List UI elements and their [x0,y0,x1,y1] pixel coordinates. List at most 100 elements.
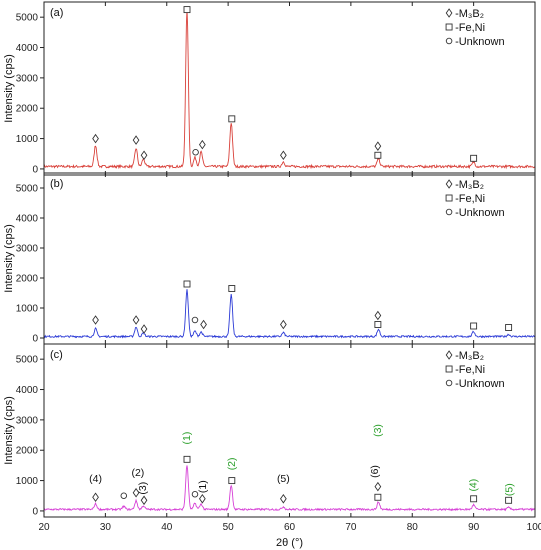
peak-annotation: (3) [137,482,149,495]
diamond-marker [132,135,140,145]
peak-annotation: (4) [89,473,102,485]
peak-annotation: (1) [181,432,193,445]
spectrum-line [43,289,536,339]
y-tick-label: 0 [32,506,38,517]
diamond-marker [132,487,140,498]
y-tick-label: 1000 [16,476,39,487]
y-tick-label: 0 [32,164,38,175]
legend-entry: -M₃B₂ [455,8,484,20]
y-axis-title: Intensity (cps) [3,224,15,292]
diamond-marker [198,494,206,504]
peak-annotation: (3) [372,424,384,437]
square-marker [228,285,236,292]
panel-label: (b) [50,178,63,190]
x-tick-label: 30 [100,522,112,533]
y-axis-title: Intensity (cps) [3,54,15,122]
peak-annotation: (2) [226,457,238,470]
x-axis-title: 2θ (°) [276,537,303,549]
diamond-marker [198,139,206,150]
legend-entry: -M₃B₂ [455,179,484,191]
diamond-marker [132,315,140,325]
x-tick-label: 50 [223,522,235,533]
legend-entry: -Unknown [455,207,505,219]
square-marker [505,324,513,331]
y-tick-label: 2000 [16,274,39,285]
square-marker [470,495,478,503]
circle-marker [192,148,199,156]
panel-frame [43,343,536,518]
diamond-marker [140,495,148,506]
diamond-marker [280,150,287,161]
square-marker [374,151,382,159]
y-tick-label: 4000 [16,214,39,225]
peak-annotation: (6) [369,465,381,478]
y-tick-label: 1000 [16,134,39,145]
legend-circle-icon [445,37,453,45]
square-marker [228,477,236,485]
peak-annotation: (4) [468,479,480,492]
y-tick-label: 2000 [16,104,39,115]
circle-marker [191,490,199,498]
legend-square-icon [445,23,453,31]
circle-marker [120,492,128,500]
x-tick-label: 90 [468,522,480,533]
square-marker [183,455,191,463]
x-tick-label: 40 [161,522,173,533]
diamond-marker [374,481,382,492]
panel-label: (a) [50,7,63,19]
panel-label: (c) [50,349,63,361]
legend-diamond-icon [445,8,453,18]
legend-entry: -Unknown [455,378,505,390]
x-tick-label: 60 [284,522,296,533]
y-tick-label: 4000 [16,385,39,396]
y-tick-label: 0 [32,334,38,345]
square-marker [183,6,191,14]
peak-annotation: (2) [131,467,144,479]
legend-square-icon [445,194,453,202]
diamond-marker [200,319,207,330]
square-marker [470,322,478,330]
x-tick-label: 70 [345,522,357,533]
peak-annotation: (5) [277,473,290,485]
legend-diamond-icon [445,350,453,360]
diamond-marker [140,150,148,161]
x-tick-label: 100 [527,522,541,533]
y-tick-label: 5000 [16,355,39,366]
legend-diamond-icon [445,179,453,189]
y-tick-label: 3000 [16,73,39,84]
square-marker [374,321,382,328]
diamond-marker [92,315,99,325]
diamond-marker [92,492,99,503]
spectrum-line [43,9,536,170]
y-tick-label: 4000 [16,43,39,54]
panel-2: 0 1000 2000 3000 4000 5000 (b) -M₃B₂ -Fe,Ni -Unkn… [3,172,536,345]
circle-marker [191,316,199,324]
x-tick-label: 20 [38,522,50,533]
y-tick-label: 2000 [16,446,39,457]
legend-entry: -Unknown [455,36,505,48]
spectrum-line [43,465,536,512]
peak-annotation: (1) [197,480,209,493]
panel-3: 0 1000 2000 3000 4000 5000 (4) (2) (3) (1) (1) (2) (… [3,343,536,518]
y-axis-title: Intensity (cps) [3,396,15,464]
square-marker [228,115,236,123]
legend-circle-icon [445,379,453,387]
y-tick-label: 5000 [16,13,39,24]
diamond-marker [92,133,99,144]
diamond-marker [374,310,382,321]
square-marker [374,493,382,501]
x-tick-label: 80 [407,522,419,533]
peak-annotation: (5) [503,483,515,496]
y-tick-label: 5000 [16,184,39,195]
y-tick-label: 1000 [16,304,39,315]
legend-entry: -Fe,Ni [455,364,485,376]
panel-1: 0 1000 2000 3000 4000 5000 (a) -M₃B₂ -Fe,Ni -Unkn… [3,1,536,176]
square-marker [470,154,478,162]
legend-entry: -Fe,Ni [455,193,485,205]
diamond-marker [374,141,382,151]
diamond-marker [280,319,287,330]
square-marker [505,496,513,504]
legend-circle-icon [445,208,453,216]
diamond-marker [280,494,287,504]
